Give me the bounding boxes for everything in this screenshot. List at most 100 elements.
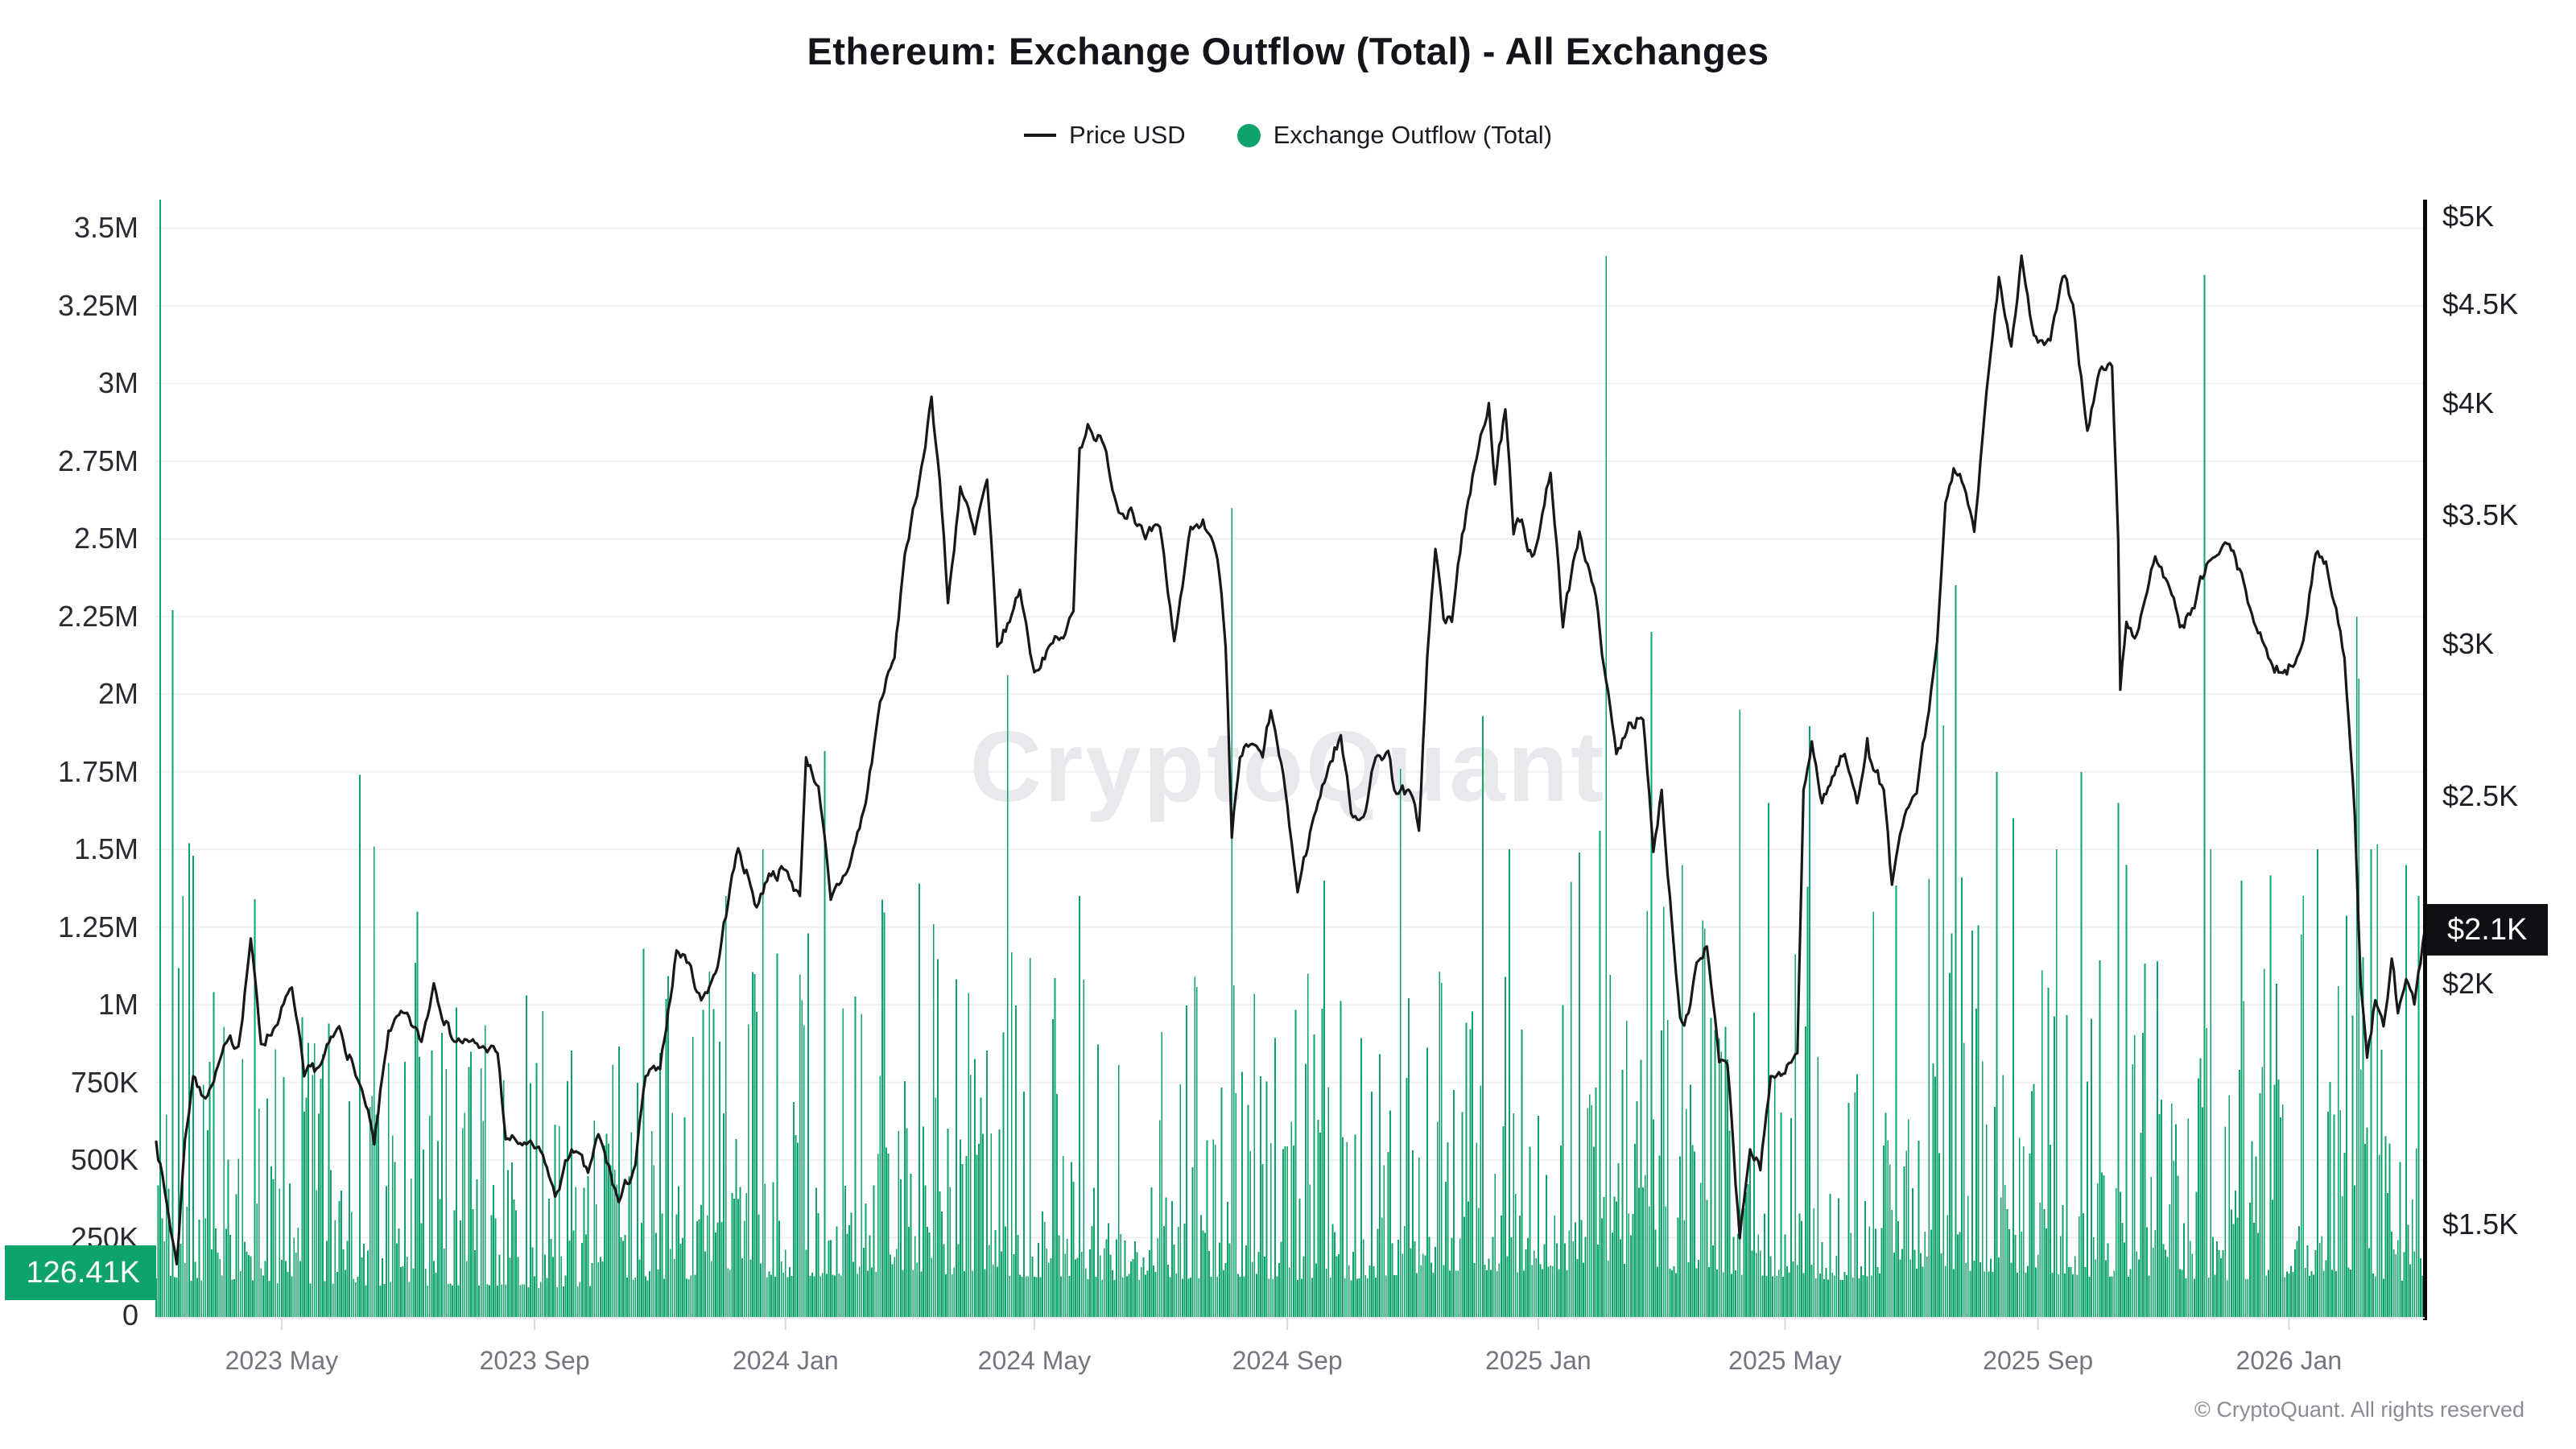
outflow-bar [2327, 1112, 2329, 1317]
outflow-bar [1199, 1215, 1202, 1317]
outflow-bar [1683, 1220, 1686, 1317]
outflow-bar [830, 1240, 832, 1317]
outflow-bar [1580, 1220, 1583, 1317]
outflow-bar [1144, 1274, 1146, 1317]
outflow-bar [1428, 1236, 1430, 1317]
outflow-bar [912, 1269, 914, 1317]
outflow-bar [776, 953, 778, 1317]
outflow-bar [1798, 1213, 1801, 1317]
legend-item-price[interactable]: Price USD [1023, 121, 1186, 150]
outflow-bar [2008, 1228, 2010, 1317]
outflow-bar [2084, 1267, 2087, 1317]
outflow-bar [1307, 973, 1309, 1317]
outflow-bar [1864, 1201, 1866, 1317]
outflow-bar [1662, 906, 1665, 1317]
outflow-bar [1728, 1130, 1731, 1317]
outflow-bar [2078, 1216, 2080, 1317]
outflow-bar [1278, 1262, 1280, 1317]
outflow-bar [414, 962, 416, 1317]
outflow-bar [2033, 1084, 2035, 1317]
outflow-bar [2010, 1262, 2013, 1317]
outflow-bar [1901, 1249, 1903, 1317]
outflow-bar [1818, 1273, 1821, 1317]
outflow-bar [2395, 1254, 2397, 1317]
outflow-bar [1707, 1266, 1710, 1317]
outflow-bar [1550, 1265, 1552, 1317]
outflow-bar [1899, 1259, 1901, 1317]
outflow-bar [1097, 1044, 1100, 1317]
outflow-bar [1272, 1278, 1274, 1317]
outflow-bar [1410, 1248, 1412, 1317]
outflow-bar [1088, 1249, 1091, 1317]
outflow-bar [2253, 1223, 2255, 1317]
outflow-bar [867, 1270, 869, 1317]
outflow-bar [2031, 1091, 2033, 1317]
outflow-bar [2037, 1254, 2039, 1317]
outflow-bar [2119, 1191, 2121, 1317]
outflow-bar [1788, 1272, 1790, 1317]
outflow-bar [1648, 1206, 1650, 1317]
x-axis-tick-label: 2026 Jan [2235, 1346, 2343, 1375]
right-axis-tick-label: $1.5K [2442, 1207, 2519, 1241]
outflow-bar [346, 1241, 349, 1317]
outflow-bar [2111, 1276, 2113, 1317]
outflow-bar [973, 1059, 976, 1317]
outflow-bar [762, 849, 764, 1317]
outflow-bar [2076, 1274, 2079, 1317]
outflow-bar [1025, 1276, 1027, 1317]
outflow-bar [1194, 976, 1196, 1317]
outflow-bar [834, 1275, 836, 1317]
outflow-bar [1416, 1273, 1418, 1317]
outflow-bar [1942, 724, 1945, 1317]
outflow-bar [939, 1191, 941, 1317]
outflow-bar [379, 1285, 382, 1317]
outflow-bar [383, 1283, 386, 1317]
outflow-bar [1735, 1270, 1737, 1317]
outflow-bar [1056, 1094, 1058, 1317]
outflow-bar [2339, 1109, 2342, 1317]
outflow-bar [291, 1276, 293, 1317]
outflow-bar [480, 1067, 482, 1317]
outflow-bar [525, 995, 527, 1317]
outflow-bar [1617, 1163, 1620, 1317]
legend-item-outflow[interactable]: Exchange Outflow (Total) [1236, 121, 1552, 150]
outflow-bar [256, 1203, 258, 1317]
outflow-bar [729, 1269, 731, 1317]
outflow-bar [502, 1080, 505, 1317]
outflow-bar [706, 1215, 708, 1317]
outflow-bar [1568, 1230, 1571, 1317]
outflow-bar [881, 899, 883, 1317]
outflow-bar [2144, 963, 2146, 1317]
outflow-bar [342, 1249, 345, 1317]
outflow-bar [1070, 1162, 1072, 1317]
outflow-bar [1831, 1273, 1834, 1317]
outflow-bar [2000, 1197, 2002, 1317]
outflow-bar [460, 1220, 462, 1317]
outflow-bar [534, 1276, 536, 1317]
outflow-bar [1776, 1276, 1778, 1317]
outflow-bar [817, 1213, 819, 1317]
outflow-bar [1235, 1093, 1237, 1317]
outflow-bar [2109, 1277, 2112, 1317]
outflow-bar [396, 1243, 398, 1317]
outflow-bar [2306, 1245, 2309, 1317]
outflow-bar [1897, 1221, 1899, 1317]
outflow-bar [741, 1258, 744, 1317]
outflow-bar [1383, 1165, 1385, 1317]
outflow-bar [2099, 960, 2101, 1317]
outflow-bar [1208, 1250, 1210, 1317]
outflow-bar [501, 1284, 503, 1317]
outflow-bar [178, 968, 180, 1317]
outflow-bar [1402, 1253, 1404, 1317]
outflow-bar [2228, 1095, 2231, 1317]
outflow-bar [1665, 1206, 1667, 1317]
outflow-bar [1214, 1145, 1216, 1317]
outflow-bar [1994, 1106, 1996, 1317]
outflow-bar [2399, 1162, 2401, 1317]
outflow-bar [369, 1107, 371, 1317]
outflow-bar [239, 1270, 242, 1317]
outflow-bar [490, 1215, 493, 1317]
left-axis-tick-label: 3M [97, 366, 138, 400]
outflow-bar [336, 1271, 338, 1317]
